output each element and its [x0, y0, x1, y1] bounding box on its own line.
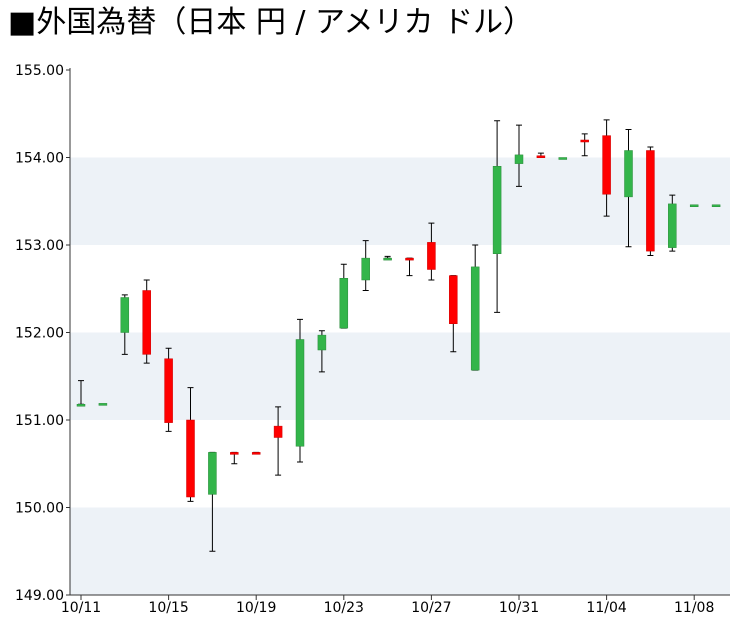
candle-body [251, 452, 261, 455]
candle [492, 120, 502, 313]
candle [98, 403, 108, 406]
y-tick-label: 153.00 [15, 238, 64, 254]
x-tick-label: 11/04 [586, 600, 626, 616]
y-tick-label: 149.00 [15, 588, 64, 604]
candle-body [689, 204, 699, 207]
candle-body [273, 425, 283, 438]
grid-band [70, 157, 730, 245]
candle-body [711, 204, 721, 207]
x-tick-label: 10/31 [499, 600, 539, 616]
candle [470, 244, 480, 371]
candle [76, 380, 86, 407]
candle-body [142, 290, 151, 355]
candle-body [470, 266, 480, 371]
candle [208, 451, 217, 552]
candle-body [514, 154, 524, 164]
candle [711, 204, 721, 207]
candle-body [449, 275, 458, 324]
candle [449, 275, 458, 353]
candle-body [186, 419, 195, 498]
x-tick-label: 10/11 [61, 600, 101, 616]
candle-body [295, 339, 305, 447]
candle-body [427, 242, 436, 270]
candle-body [492, 166, 502, 254]
grid-band [70, 507, 730, 595]
candle-body [383, 257, 392, 261]
candle [251, 451, 261, 455]
candle [120, 294, 130, 355]
candle-body [98, 403, 108, 406]
grid-band [70, 332, 730, 420]
y-tick-label: 152.00 [15, 326, 64, 342]
y-tick-label: 151.00 [15, 413, 64, 429]
candle [427, 222, 436, 281]
axes: 149.00 150.00 151.00 152.00 153.00 154.00 155.… [15, 63, 730, 616]
candle [186, 387, 195, 502]
y-tick-label: 150.00 [15, 501, 64, 517]
x-tick-label: 10/19 [236, 600, 276, 616]
x-tick-label: 10/15 [148, 600, 188, 616]
candle [536, 152, 546, 158]
candle-body [76, 404, 86, 407]
candle-body [668, 203, 677, 248]
candle-body [405, 257, 414, 261]
candle-body [339, 278, 349, 329]
candle-body [361, 257, 370, 281]
candle-body [120, 297, 130, 333]
candle [230, 451, 239, 465]
grid-bands [70, 157, 730, 595]
candles [76, 119, 721, 552]
candle [361, 240, 370, 291]
x-tick-label: 11/08 [674, 600, 714, 616]
chart-title: ■外国為替（日本 円 / アメリカ ドル） [8, 5, 534, 40]
x-tick-label: 10/27 [411, 600, 451, 616]
candle-body [208, 452, 217, 495]
candle-body [536, 155, 546, 158]
candle [646, 146, 655, 256]
candle [668, 194, 677, 252]
candle-body [624, 150, 633, 198]
candle-body [602, 135, 611, 195]
candle [602, 119, 611, 217]
y-tick-label: 155.00 [15, 63, 64, 79]
candle-body [646, 150, 655, 252]
candle [558, 157, 568, 160]
candle [383, 255, 392, 261]
candle [624, 129, 633, 248]
candle-body [558, 157, 568, 160]
y-tick-label: 154.00 [15, 151, 64, 167]
candle [580, 133, 589, 157]
candle [339, 263, 349, 329]
candle [295, 318, 305, 463]
candle [689, 204, 699, 207]
candle [273, 406, 283, 476]
candle-body [230, 452, 239, 455]
candle [405, 257, 414, 277]
candle-body [164, 358, 173, 423]
candle-body [580, 139, 589, 143]
candle [514, 124, 524, 187]
x-tick-label: 10/23 [324, 600, 364, 616]
candle-body [317, 334, 327, 351]
candle [317, 330, 327, 373]
candle [142, 279, 151, 364]
candle [164, 347, 173, 432]
